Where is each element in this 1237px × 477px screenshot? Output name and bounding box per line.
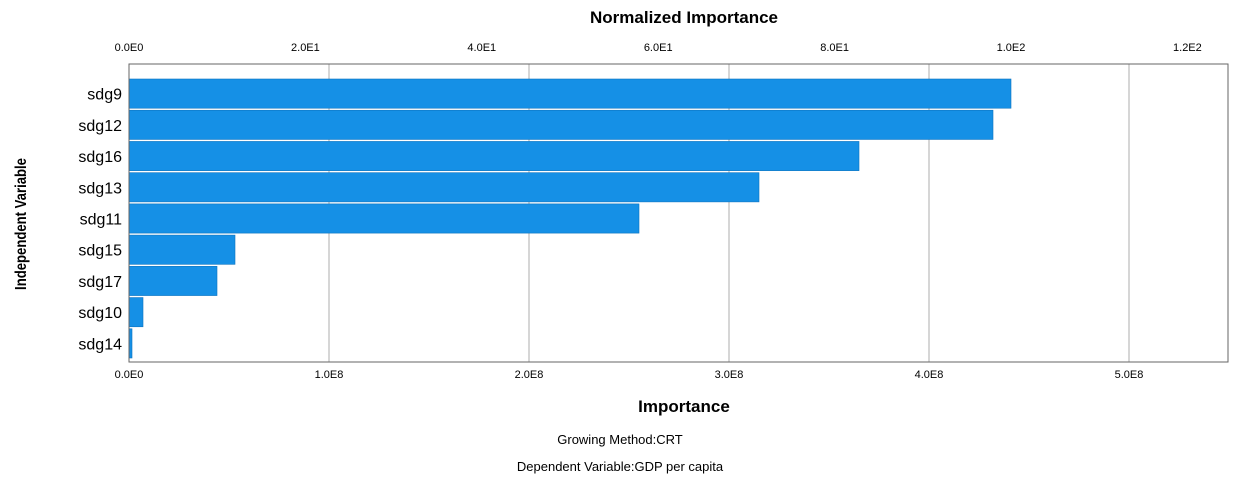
category-label-sdg13: sdg13: [78, 180, 122, 197]
top-axis-title: Normalized Importance: [590, 8, 778, 27]
top-tick-label-5: 1.0E2: [997, 42, 1026, 54]
category-label-sdg17: sdg17: [78, 274, 122, 291]
top-tick-label-2: 4.0E1: [467, 42, 496, 54]
category-label-sdg11: sdg11: [80, 212, 123, 229]
bar-sdg10: [128, 297, 144, 328]
category-label-sdg15: sdg15: [78, 243, 122, 260]
top-tick-label-0: 0.0E0: [115, 42, 144, 54]
bar-sdg15: [128, 234, 236, 265]
category-label-sdg16: sdg16: [78, 149, 122, 166]
bottom-tick-label-2: 2.0E8: [515, 369, 544, 381]
category-label-sdg14: sdg14: [78, 336, 122, 353]
bar-sdg9: [128, 78, 1012, 109]
top-tick-label-6: 1.2E2: [1173, 42, 1202, 54]
category-labels: sdg9 sdg12 sdg16 sdg13 sdg11 sdg15 sdg17 sdg10 s…: [78, 87, 122, 354]
bottom-tick-label-4: 4.0E8: [915, 369, 944, 381]
bar-sdg11: [128, 203, 640, 234]
top-tick-label-1: 2.0E1: [291, 42, 320, 54]
bottom-tick-label-0: 0.0E0: [115, 369, 144, 381]
bar-sdg13: [128, 172, 760, 203]
category-label-sdg9: sdg9: [87, 87, 122, 104]
footnote-growing-method: Growing Method:CRT: [557, 432, 683, 447]
bottom-axis-ticks: 0.0E0 1.0E8 2.0E8 3.0E8 4.0E8 5.0E8: [115, 369, 1144, 381]
bar-sdg17: [128, 266, 218, 296]
footnote-dependent-variable: Dependent Variable:GDP per capita: [517, 459, 724, 474]
category-label-sdg10: sdg10: [78, 305, 122, 322]
y-axis-title: Independent Variable: [13, 158, 30, 290]
top-tick-label-3: 6.0E1: [644, 42, 673, 54]
x-axis-title: Importance: [638, 397, 730, 416]
bottom-tick-label-5: 5.0E8: [1115, 369, 1144, 381]
category-label-sdg12: sdg12: [78, 118, 122, 135]
plot-frame: [128, 63, 1229, 363]
bottom-tick-label-1: 1.0E8: [315, 369, 344, 381]
top-axis-ticks: 0.0E0 2.0E1 4.0E1 6.0E1 8.0E1 1.0E2 1.2E2: [115, 42, 1202, 54]
bars: [128, 78, 1012, 359]
bar-sdg12: [128, 109, 994, 140]
bottom-tick-label-3: 3.0E8: [715, 369, 744, 381]
top-tick-label-4: 8.0E1: [820, 42, 849, 54]
bar-sdg16: [128, 141, 860, 171]
